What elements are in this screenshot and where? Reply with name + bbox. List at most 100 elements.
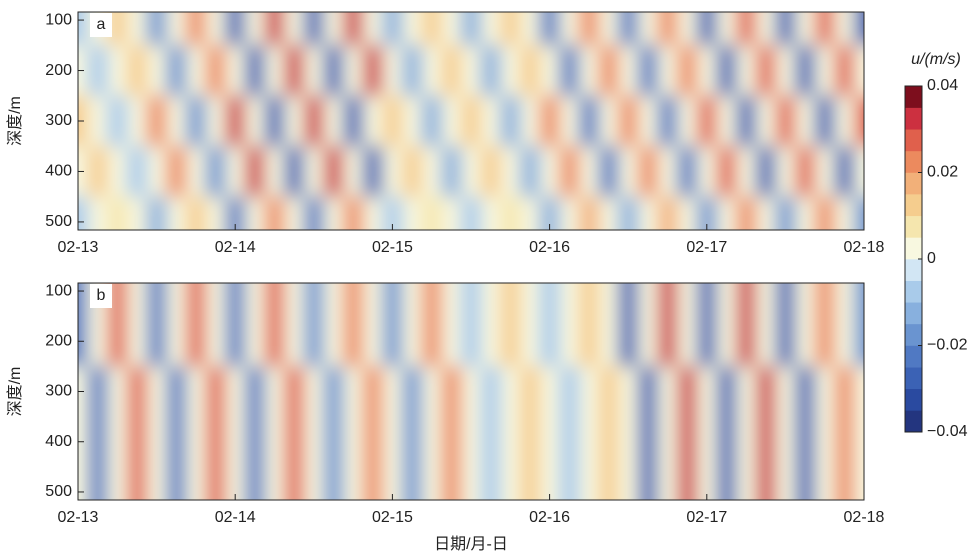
contour-cell [264,95,285,147]
contour-cell [127,416,148,468]
contour-cell [520,366,541,418]
contour-cell [500,12,521,46]
contour-cell [264,146,285,198]
y-tick-label: 400 [45,433,72,450]
contour-cell [736,196,757,230]
contour-cell [795,366,816,418]
contour-cell [284,316,305,367]
contour-cell [264,45,285,97]
contour-cell [284,146,305,198]
contour-cell [382,146,403,198]
contour-cell [186,416,207,468]
contour-cell [834,316,855,367]
contour-cell [677,283,698,317]
contour-cell [520,283,541,317]
contour-cell [755,12,777,46]
colorbar-swatch [905,302,922,325]
x-tick-label: 02-13 [58,509,99,526]
contour-cell [87,45,108,97]
contour-cell [579,146,600,198]
contour-cell [323,45,344,97]
contour-cell [657,366,678,418]
contour-cell [814,95,836,147]
contour-cell [186,45,207,97]
contour-cell [461,283,482,317]
contour-cell [127,146,148,198]
contour-cell [382,283,403,317]
contour-cell [795,146,816,198]
contour-cell [225,12,246,46]
contour-cell [618,466,639,500]
contour-cell [638,283,659,317]
contour-cell [205,95,226,147]
contour-cell [520,146,541,198]
contour-cell [225,283,246,317]
contour-cell [854,466,864,500]
contour-cell [579,95,600,147]
contour-cell [559,146,580,198]
contour-cell [539,366,560,418]
contour-cell [775,283,796,317]
contour-cell [284,45,305,97]
contour-cell [677,12,698,46]
contour-cell [146,316,167,367]
contour-cell [78,283,89,317]
contour-cell [382,45,403,97]
contour-cell [146,416,167,468]
contour-cell [775,196,796,230]
contour-cell [205,316,226,367]
contour-cell [107,146,128,198]
contour-cell [755,146,777,198]
colorbar-tick-label: −0.02 [927,337,968,354]
contour-cell [716,196,737,230]
contour-cell [736,12,757,46]
contour-cell [362,366,384,418]
contour-cell [834,12,855,46]
contour-cell [402,283,423,317]
contour-cell [245,416,266,468]
contour-cell [441,283,462,317]
contour-cell [127,283,148,317]
contour-cell [814,283,836,317]
contour-cell [618,95,639,147]
contour-cell [480,196,501,230]
contour-cell [166,146,187,198]
x-tick-label: 02-18 [844,239,885,256]
contour-cell [716,316,737,367]
contour-cell [303,196,325,230]
contour-cell [343,366,364,418]
contour-cell [186,146,207,198]
contour-cell [598,316,619,367]
contour-cell [579,416,600,468]
contour-cell [638,316,659,367]
contour-cell [814,316,836,367]
contour-cell [421,366,443,418]
y-tick-label: 100 [45,282,72,299]
contour-cell [736,466,757,500]
contour-cell [87,316,108,367]
y-tick-label: 300 [45,112,72,129]
contour-cell [245,45,266,97]
contour-cell [736,316,757,367]
contour-cell [854,95,864,147]
colorbar-swatch [905,215,922,238]
contour-cell [598,466,619,500]
contour-cell [638,12,659,46]
x-tick-label: 02-13 [58,239,99,256]
contour-cell [775,45,796,97]
contour-cell [87,146,108,198]
contour-cell [303,366,325,418]
contour-cell [598,12,619,46]
contour-cell [814,466,836,500]
contour-cell [87,416,108,468]
contour-cell [716,12,737,46]
contour-cell [618,146,639,198]
contour-cell [854,45,864,97]
contour-cell [441,45,462,97]
contour-cell [205,466,226,500]
contour-cell [500,146,521,198]
contour-cell [696,283,718,317]
colorbar-swatch [905,129,922,152]
contour-cell [539,316,560,367]
contour-cell [520,466,541,500]
